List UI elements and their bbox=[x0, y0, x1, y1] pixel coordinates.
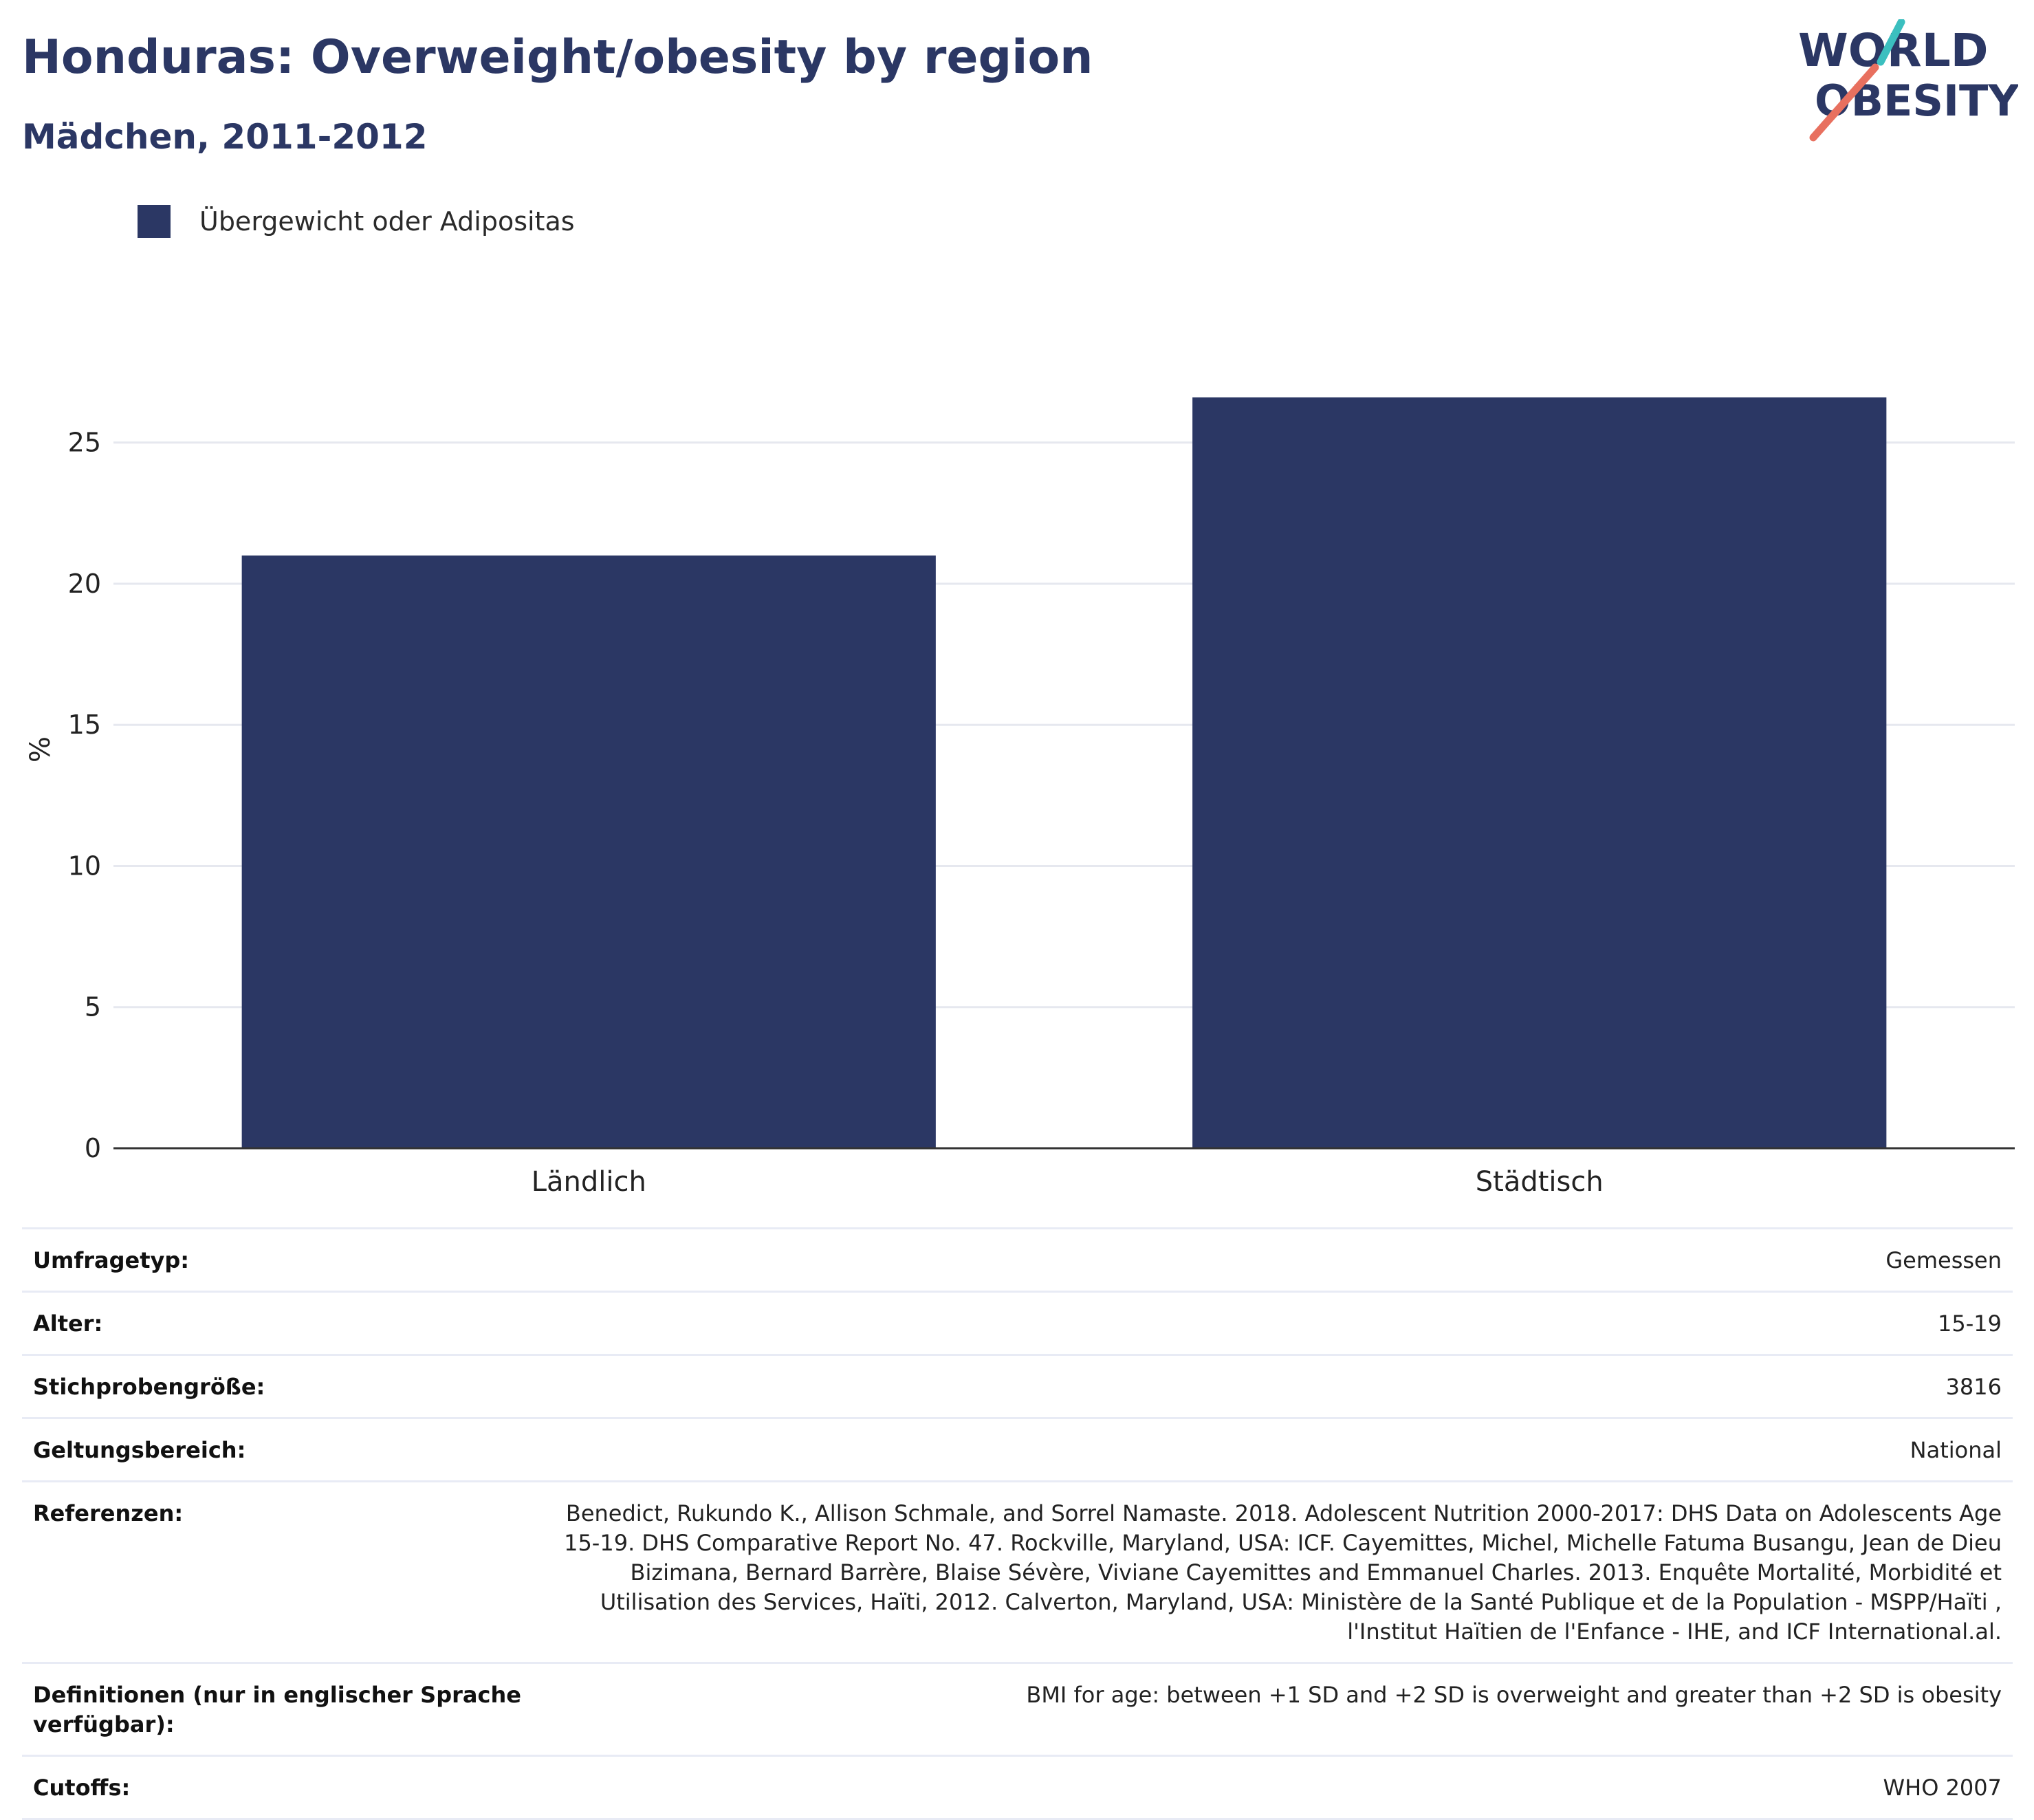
bar-chart: 0 5 10 15 20 25 Ländlich Städtisch % bbox=[25, 397, 2015, 1198]
info-label: Alter: bbox=[33, 1311, 103, 1337]
info-table: Umfragetyp: Gemessen Alter: 15-19 Stichprobe… bbox=[22, 1227, 2013, 1820]
bar bbox=[241, 555, 936, 1148]
info-value: WHO 2007 bbox=[1883, 1775, 2002, 1801]
legend-label: Übergewicht oder Adipositas bbox=[199, 206, 575, 237]
info-label: Cutoffs: bbox=[33, 1775, 131, 1801]
info-row: Stichprobengröße: 3816 bbox=[22, 1354, 2013, 1417]
info-label: Referenzen: bbox=[33, 1500, 184, 1526]
chart-title: Honduras: Overweight/obesity by region bbox=[22, 30, 1093, 85]
y-tick-label: 15 bbox=[68, 710, 101, 740]
info-label: Stichprobengröße: bbox=[33, 1374, 265, 1400]
y-tick-label: 25 bbox=[68, 428, 101, 458]
info-label: Umfragetyp: bbox=[33, 1247, 190, 1273]
y-tick-label: 5 bbox=[85, 992, 101, 1022]
info-value: Benedict, Rukundo K., Allison Schmale, a… bbox=[564, 1500, 2002, 1645]
info-value: BMI for age: between +1 SD and +2 SD is … bbox=[1026, 1682, 2002, 1708]
info-row: Umfragetyp: Gemessen bbox=[22, 1227, 2013, 1291]
info-label: Definitionen (nur in englischer Sprache … bbox=[33, 1682, 521, 1737]
info-row: Referenzen: Benedict, Rukundo K., Allison… bbox=[22, 1480, 2013, 1662]
y-tick-label: 20 bbox=[68, 569, 101, 599]
y-axis-label: % bbox=[25, 736, 56, 763]
info-row: Cutoffs: WHO 2007 bbox=[22, 1755, 2013, 1820]
x-tick-label: Ländlich bbox=[532, 1166, 646, 1198]
info-value: 3816 bbox=[1945, 1374, 2002, 1400]
legend-swatch bbox=[138, 205, 171, 238]
info-value: Gemessen bbox=[1885, 1247, 2002, 1273]
legend: Übergewicht oder Adipositas bbox=[138, 205, 575, 238]
world-obesity-logo: WORLD OBESITY bbox=[1798, 19, 2018, 142]
info-row: Alter: 15-19 bbox=[22, 1291, 2013, 1354]
info-row: Definitionen (nur in englischer Sprache … bbox=[22, 1662, 2013, 1755]
y-tick-label: 0 bbox=[85, 1133, 101, 1163]
x-tick-label: Städtisch bbox=[1476, 1166, 1604, 1198]
info-label: Geltungsbereich: bbox=[33, 1437, 246, 1463]
info-value: National bbox=[1910, 1437, 2002, 1463]
bar bbox=[1192, 397, 1887, 1148]
info-value: 15-19 bbox=[1938, 1311, 2002, 1337]
chart-subtitle: Mädchen, 2011-2012 bbox=[22, 117, 428, 157]
logo-slash-red bbox=[1809, 63, 1879, 142]
y-tick-label: 10 bbox=[68, 851, 101, 881]
info-row: Geltungsbereich: National bbox=[22, 1417, 2013, 1480]
bars-layer bbox=[241, 397, 1887, 1148]
axis-layer: 0 5 10 15 20 25 Ländlich Städtisch bbox=[68, 428, 2015, 1198]
logo-slash-teal bbox=[1877, 19, 1905, 66]
